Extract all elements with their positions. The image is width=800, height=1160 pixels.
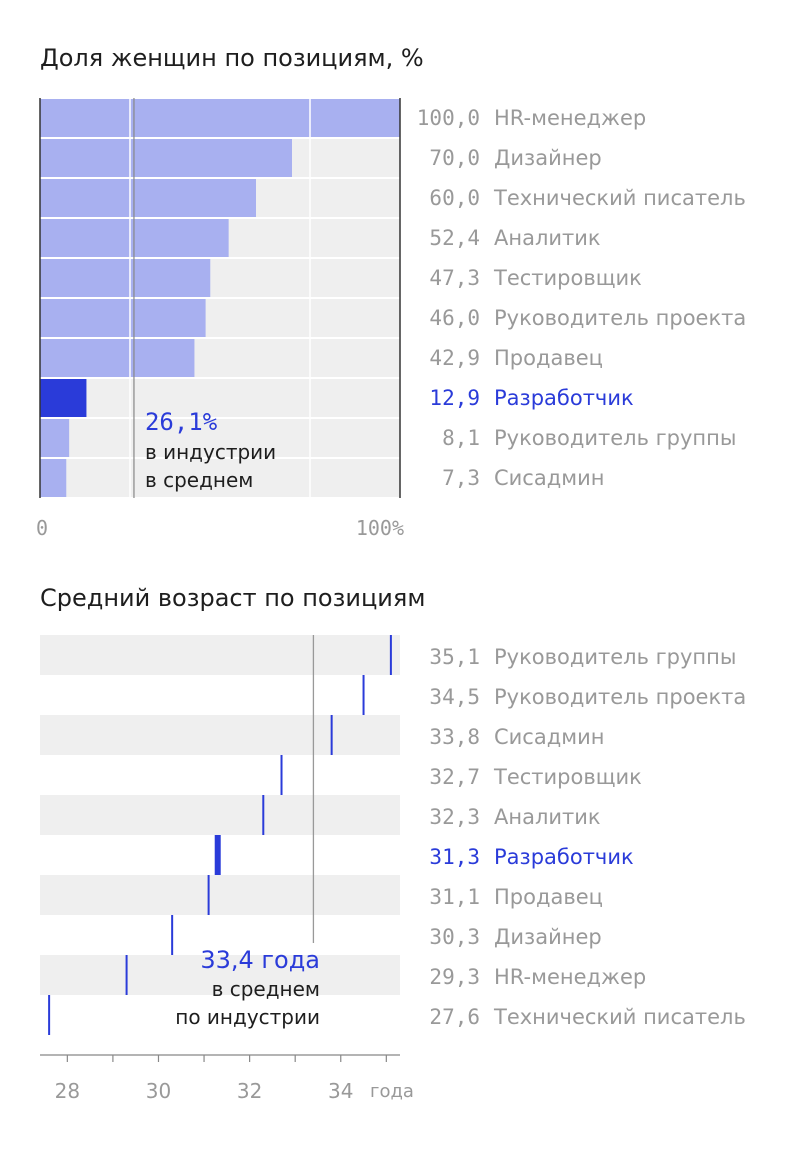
tick-label: 30 <box>146 1079 171 1103</box>
category-label: Тестировщик <box>493 765 642 789</box>
bar-track <box>40 459 400 497</box>
value-label: 42,9 <box>429 346 480 370</box>
tick-label: 32 <box>237 1079 262 1103</box>
value-label: 32,7 <box>429 765 480 789</box>
women-share-chart: 100,0 HR-менеджер 70,0 Дизайнер 60,0 Техничес… <box>36 98 746 540</box>
reference-text: в индустрии <box>145 440 276 464</box>
category-label: Продавец <box>494 885 603 909</box>
category-label: Разработчик <box>494 845 634 869</box>
value-label: 8,1 <box>442 426 480 450</box>
category-label: Технический писатель <box>493 1005 746 1029</box>
value-label: 70,0 <box>429 146 480 170</box>
category-label: Сисадмин <box>494 725 604 749</box>
value-label: 52,4 <box>429 226 480 250</box>
tick-label: 0 <box>36 516 48 540</box>
category-label: HR-менеджер <box>494 106 646 130</box>
value-label: 27,6 <box>429 1005 480 1029</box>
reference-text: в среднем <box>212 977 320 1001</box>
value-label: 31,1 <box>429 885 480 909</box>
tick-label: 100% <box>356 516 404 540</box>
reference-text: в среднем <box>145 468 253 492</box>
bar <box>40 179 256 217</box>
row-band <box>40 955 400 995</box>
bar-track <box>40 379 400 417</box>
bar <box>40 139 292 177</box>
bar <box>40 459 67 497</box>
category-label: Аналитик <box>494 805 601 829</box>
value-label: 32,3 <box>429 805 480 829</box>
value-label: 100,0 <box>417 106 480 130</box>
category-label: HR-менеджер <box>494 965 646 989</box>
tick-label: 34 <box>328 1079 353 1103</box>
row-band <box>40 875 400 915</box>
category-label: Аналитик <box>494 226 601 250</box>
value-label: 31,3 <box>429 845 480 869</box>
value-label: 12,9 <box>429 386 480 410</box>
bar <box>40 99 400 137</box>
bar <box>40 379 87 417</box>
tick-label: 28 <box>55 1079 80 1103</box>
value-label: 46,0 <box>429 306 480 330</box>
row-band <box>40 635 400 675</box>
bar <box>40 419 70 457</box>
category-label: Продавец <box>494 346 603 370</box>
reference-value: 33,4 года <box>200 946 320 974</box>
reference-text: по индустрии <box>175 1005 320 1029</box>
reference-value: 26,1% <box>145 408 218 436</box>
row-band <box>40 715 400 755</box>
bar <box>40 299 206 337</box>
value-label: 30,3 <box>429 925 480 949</box>
category-label: Тестировщик <box>493 266 642 290</box>
bar <box>40 339 195 377</box>
category-label: Руководитель группы <box>494 426 736 450</box>
value-label: 34,5 <box>429 685 480 709</box>
category-label: Технический писатель <box>493 186 746 210</box>
value-label: 47,3 <box>429 266 480 290</box>
value-label: 35,1 <box>429 645 480 669</box>
category-label: Сисадмин <box>494 466 604 490</box>
chart2-title: Средний возраст по позициям <box>40 584 426 612</box>
unit-label: года <box>370 1081 414 1102</box>
value-label: 33,8 <box>429 725 480 749</box>
chart1-title: Доля женщин по позициям, % <box>40 44 424 72</box>
category-label: Дизайнер <box>494 925 602 949</box>
category-label: Руководитель группы <box>494 645 736 669</box>
value-label: 7,3 <box>442 466 480 490</box>
bar-track <box>40 419 400 457</box>
value-label: 60,0 <box>429 186 480 210</box>
category-label: Разработчик <box>494 386 634 410</box>
bar <box>40 259 211 297</box>
category-label: Дизайнер <box>494 146 602 170</box>
value-label: 29,3 <box>429 965 480 989</box>
category-label: Руководитель проекта <box>494 306 746 330</box>
row-band <box>40 795 400 835</box>
category-label: Руководитель проекта <box>494 685 746 709</box>
